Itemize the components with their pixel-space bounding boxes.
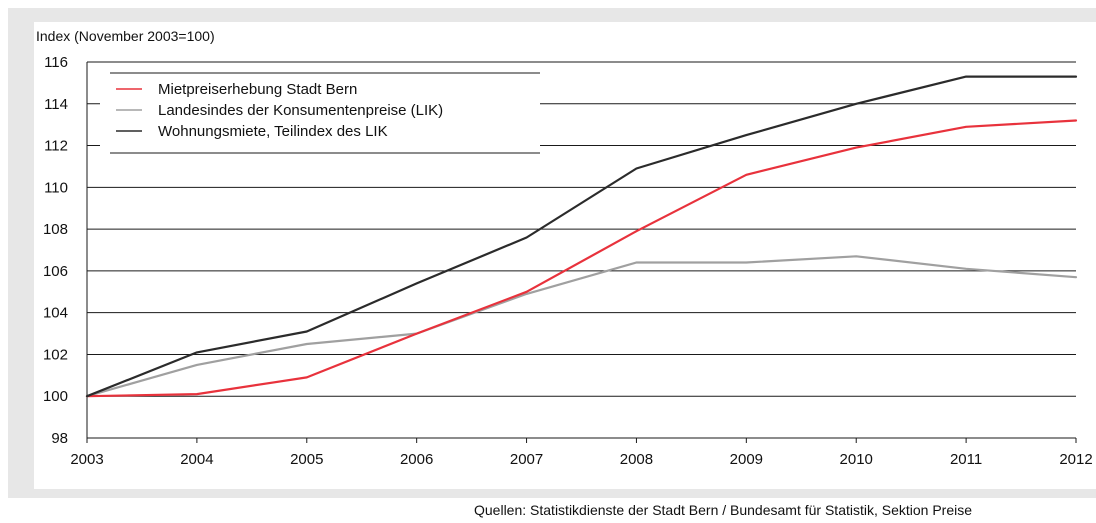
y-tick-label-108: 108 — [43, 221, 68, 238]
x-tick-label-2005: 2005 — [290, 451, 323, 468]
y-tick-label-116: 116 — [44, 54, 68, 71]
line-chart: Mietpreiserhebung Stadt Bern Landesindes … — [8, 8, 1096, 498]
y-tick-label-98: 98 — [51, 430, 68, 447]
legend-label-1: Mietpreiserhebung Stadt Bern — [158, 81, 357, 98]
source-note: Quellen: Statistikdienste der Stadt Bern… — [0, 499, 1096, 523]
series-line-2 — [85, 255, 1078, 398]
legend: Mietpreiserhebung Stadt Bern Landesindes … — [100, 72, 540, 154]
x-tick-label-2010: 2010 — [840, 451, 873, 468]
x-tick-label-2008: 2008 — [620, 451, 653, 468]
source-note-text: Quellen: Statistikdienste der Stadt Bern… — [474, 502, 973, 518]
series-lines — [85, 75, 1078, 398]
y-tick-label-112: 112 — [44, 138, 68, 155]
y-tick-label-102: 102 — [43, 346, 68, 363]
x-tick-label-2011: 2011 — [950, 451, 982, 468]
series-line-3 — [85, 75, 1078, 398]
x-axis-ticks: 2003 2004 2005 2006 2007 2008 2009 2010 2011 2012 — [70, 438, 1093, 468]
legend-box — [100, 73, 540, 153]
series-line-1 — [85, 119, 1078, 398]
y-tick-label-100: 100 — [43, 388, 68, 405]
x-tick-label-2006: 2006 — [400, 451, 433, 468]
y-tick-label-110: 110 — [44, 179, 68, 196]
y-axis-ticks: 98 100 102 104 106 108 110 112 114 116 — [43, 54, 68, 447]
y-tick-label-106: 106 — [43, 263, 68, 280]
x-tick-label-2004: 2004 — [180, 451, 213, 468]
x-tick-label-2009: 2009 — [730, 451, 763, 468]
legend-label-2: Landesindes der Konsumentenpreise (LIK) — [158, 102, 443, 119]
x-tick-label-2003: 2003 — [70, 451, 103, 468]
y-axis-title: Index (November 2003=100) — [36, 28, 215, 44]
x-tick-label-2012: 2012 — [1059, 451, 1092, 468]
legend-label-3: Wohnungsmiete, Teilindex des LIK — [158, 123, 388, 140]
y-tick-label-104: 104 — [43, 305, 68, 322]
y-tick-label-114: 114 — [44, 96, 68, 113]
x-tick-label-2007: 2007 — [510, 451, 543, 468]
